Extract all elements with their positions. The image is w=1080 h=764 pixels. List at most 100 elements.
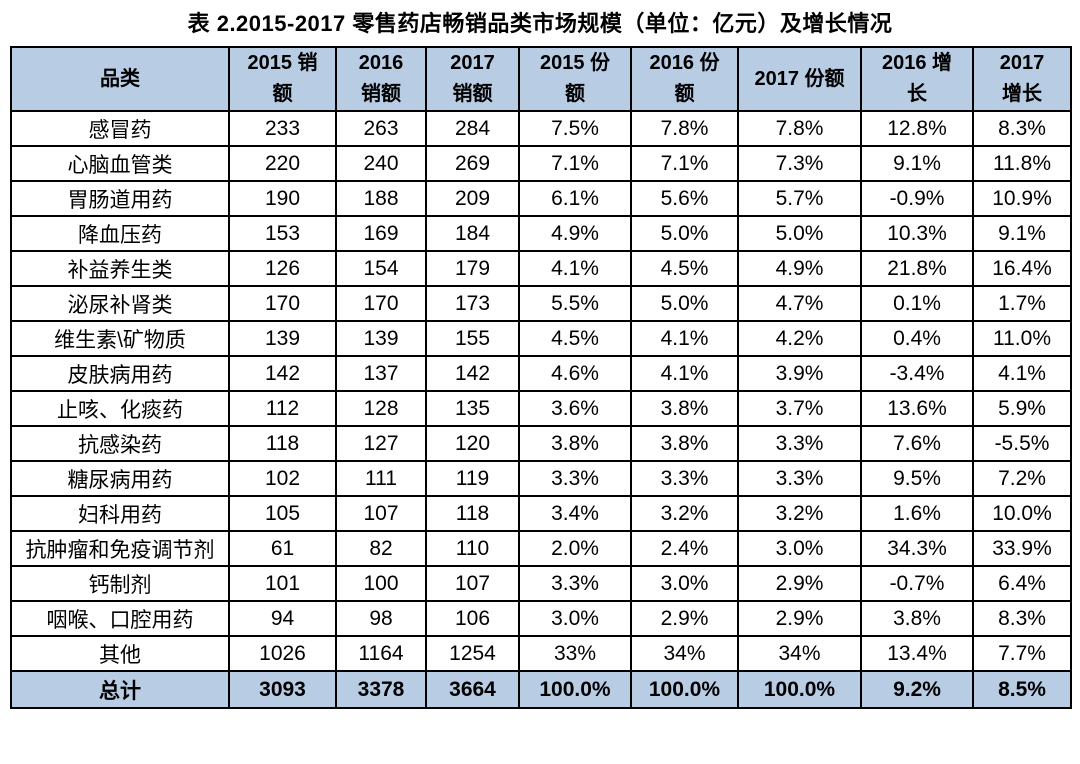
cell-category: 维生素\矿物质 [10,320,230,357]
cell-value: 1026 [228,635,337,672]
cell-value: 8.3% [972,600,1072,637]
cell-value: 3.3% [518,565,632,602]
cell-value: 7.1% [518,145,632,182]
cell-value: 3.2% [737,495,862,532]
column-header-2016-share: 2016 份 额 [630,46,739,112]
cell-value: 6.4% [972,565,1072,602]
cell-value: 5.6% [630,180,739,217]
cell-value: 12.8% [860,110,974,147]
column-header-2017-share: 2017 份额 [737,46,862,112]
cell-category: 皮肤病用药 [10,355,230,392]
total-2016-share: 100.0% [630,670,739,709]
cell-value: 7.2% [972,460,1072,497]
total-label: 总计 [10,670,230,709]
cell-value: 4.7% [737,285,862,322]
cell-value: 100 [335,565,427,602]
cell-value: 9.5% [860,460,974,497]
cell-value: 16.4% [972,250,1072,287]
cell-value: 34% [737,635,862,672]
table-row: 止咳、化痰药 112 128 135 3.6% 3.8% 3.7% 13.6% 5.9% [10,390,1072,427]
cell-value: 135 [425,390,520,427]
cell-value: 21.8% [860,250,974,287]
cell-value: 3.3% [630,460,739,497]
cell-value: 110 [425,530,520,567]
table-row: 心脑血管类 220 240 269 7.1% 7.1% 7.3% 9.1% 11.8% [10,145,1072,182]
table-row: 维生素\矿物质 139 139 155 4.5% 4.1% 4.2% 0.4% 11.0% [10,320,1072,357]
total-2017-growth: 8.5% [972,670,1072,709]
cell-value: 4.6% [518,355,632,392]
cell-value: 5.9% [972,390,1072,427]
cell-value: 142 [228,355,337,392]
cell-value: 142 [425,355,520,392]
cell-value: 34% [630,635,739,672]
cell-value: 184 [425,215,520,252]
cell-value: 190 [228,180,337,217]
cell-value: 102 [228,460,337,497]
cell-value: 3.6% [518,390,632,427]
cell-value: 5.0% [630,285,739,322]
total-2016-growth: 9.2% [860,670,974,709]
cell-value: 107 [425,565,520,602]
cell-category: 泌尿补肾类 [10,285,230,322]
cell-value: 4.5% [630,250,739,287]
cell-value: 155 [425,320,520,357]
cell-value: 118 [425,495,520,532]
table-header: 品类 2015 销 额 2016 销额 2017 销额 2015 份 额 201… [10,46,1072,112]
cell-value: 209 [425,180,520,217]
cell-value: 10.9% [972,180,1072,217]
cell-value: 3.8% [630,425,739,462]
column-header-2016-sales: 2016 销额 [335,46,427,112]
cell-value: 154 [335,250,427,287]
cell-value: 3.4% [518,495,632,532]
cell-value: 188 [335,180,427,217]
cell-value: 3.3% [737,460,862,497]
cell-value: 5.0% [630,215,739,252]
cell-value: 1.7% [972,285,1072,322]
cell-value: 2.9% [630,600,739,637]
cell-value: 119 [425,460,520,497]
cell-value: 7.3% [737,145,862,182]
cell-value: 33.9% [972,530,1072,567]
cell-value: 2.9% [737,600,862,637]
cell-value: 7.7% [972,635,1072,672]
cell-value: -3.4% [860,355,974,392]
cell-value: 173 [425,285,520,322]
cell-value: 1.6% [860,495,974,532]
cell-category: 其他 [10,635,230,672]
total-2015-share: 100.0% [518,670,632,709]
cell-value: 170 [335,285,427,322]
cell-value: 0.4% [860,320,974,357]
cell-value: 8.3% [972,110,1072,147]
cell-value: 98 [335,600,427,637]
cell-value: 33% [518,635,632,672]
table-row: 其他 1026 1164 1254 33% 34% 34% 13.4% 7.7% [10,635,1072,672]
cell-value: 233 [228,110,337,147]
table-row: 妇科用药 105 107 118 3.4% 3.2% 3.2% 1.6% 10.0% [10,495,1072,532]
cell-value: 3.0% [630,565,739,602]
cell-category: 胃肠道用药 [10,180,230,217]
cell-value: 34.3% [860,530,974,567]
cell-value: 10.3% [860,215,974,252]
cell-value: 126 [228,250,337,287]
cell-value: 118 [228,425,337,462]
table-row: 皮肤病用药 142 137 142 4.6% 4.1% 3.9% -3.4% 4.1% [10,355,1072,392]
column-header-2017-growth: 2017 增长 [972,46,1072,112]
cell-value: 2.0% [518,530,632,567]
cell-value: 7.8% [737,110,862,147]
cell-value: 3.0% [518,600,632,637]
cell-value: 107 [335,495,427,532]
cell-value: 3.8% [630,390,739,427]
cell-value: 7.6% [860,425,974,462]
cell-value: 4.1% [518,250,632,287]
cell-value: 82 [335,530,427,567]
cell-value: 1254 [425,635,520,672]
table-row: 糖尿病用药 102 111 119 3.3% 3.3% 3.3% 9.5% 7.2% [10,460,1072,497]
cell-value: 11.8% [972,145,1072,182]
total-2017-sales: 3664 [425,670,520,709]
cell-value: 6.1% [518,180,632,217]
cell-value: 101 [228,565,337,602]
cell-category: 止咳、化痰药 [10,390,230,427]
cell-value: -0.9% [860,180,974,217]
cell-category: 妇科用药 [10,495,230,532]
